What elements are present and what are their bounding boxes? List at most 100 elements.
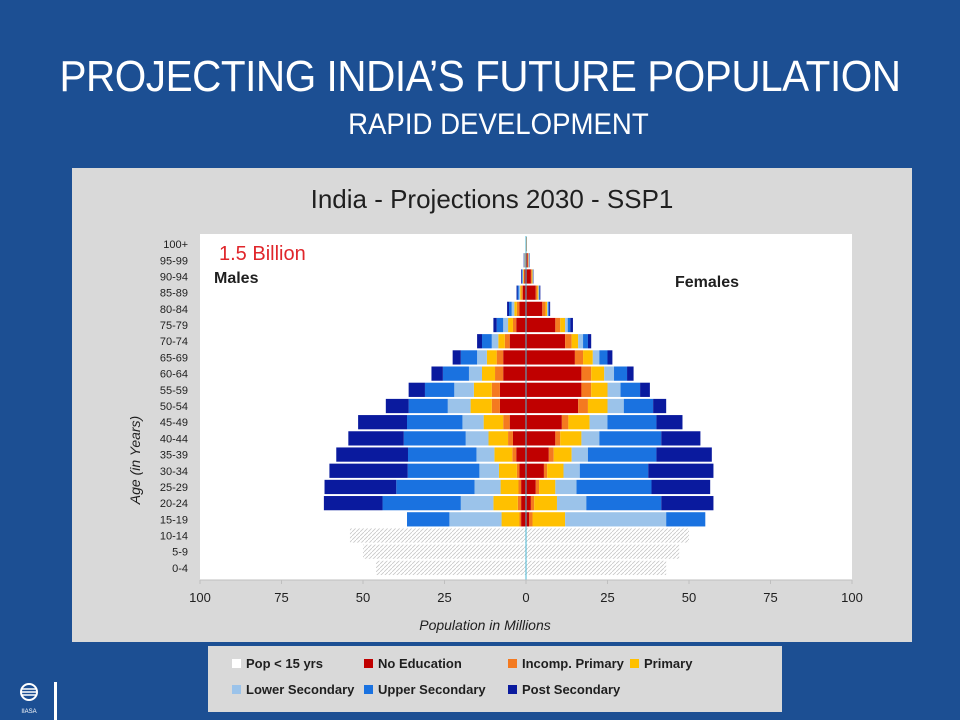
bar-male-70-74-5 [481, 334, 492, 349]
bar-female-20-24-1 [526, 496, 531, 511]
bar-female-40-44-5 [599, 431, 662, 446]
bar-male-20-24-6 [323, 496, 383, 511]
bar-male-90-94-3 [523, 269, 524, 284]
bar-female-25-29-2 [535, 479, 540, 495]
bar-female-85-89-1 [526, 285, 536, 300]
bar-male-35-39-4 [476, 447, 495, 462]
bar-female-25-29-4 [555, 479, 577, 495]
y-tick-label: 35-39 [160, 450, 188, 462]
bar-female-60-64-6 [627, 366, 634, 381]
bar-female-35-39-5 [587, 447, 657, 462]
y-axis-label: Age (in Years) [127, 416, 143, 505]
bar-female-50-54-3 [587, 398, 608, 414]
females-label: Females [675, 274, 739, 291]
bar-male-25-29-3 [500, 479, 519, 495]
logo-divider [54, 682, 57, 720]
legend-swatch [508, 659, 517, 668]
x-tick-label: 100 [841, 590, 863, 605]
slide-subtitle: RAPID DEVELOPMENT [348, 108, 649, 141]
y-tick-label: 85-89 [160, 288, 188, 300]
bar-female-40-44-1 [526, 431, 556, 446]
bar-male-65-69-5 [460, 350, 478, 365]
bar-female-35-39-3 [553, 447, 572, 462]
bar-female-30-34-5 [579, 463, 649, 478]
bar-male-60-64-1 [503, 366, 526, 381]
y-tick-label: 60-64 [160, 369, 188, 381]
bar-female-45-49-4 [589, 415, 608, 430]
bar-male-45-49-4 [462, 415, 484, 430]
bar-male-25-29-2 [518, 479, 522, 495]
bar-female-85-89-5 [539, 285, 540, 300]
bar-female-55-59-1 [526, 382, 582, 397]
bar-male-90-94-6 [521, 269, 522, 284]
bar-female-55-59-3 [591, 382, 608, 397]
bar-male-80-84-1 [519, 301, 526, 316]
bar-male-50-54-2 [491, 398, 500, 414]
bar-female-15-19-5 [666, 512, 706, 527]
bar-male-45-49-1 [509, 415, 526, 430]
bar-female-20-24-2 [530, 496, 535, 511]
bar-female-55-59-5 [620, 382, 641, 397]
bar-female-25-29-6 [651, 479, 711, 495]
bar-female-15-19-1 [526, 512, 530, 527]
bar-male-40-44-5 [403, 431, 466, 446]
bar-female-95-99-2 [527, 253, 529, 268]
bar-male-25-29-1 [521, 479, 526, 495]
bar-female-15-19-4 [565, 512, 667, 527]
bar-female-60-64-5 [614, 366, 628, 381]
bar-male-70-74-2 [504, 334, 510, 349]
bar-female-70-74-3 [571, 334, 579, 349]
bar-female-20-24-3 [534, 496, 557, 511]
bar-group [200, 236, 852, 581]
bar-male-70-74-1 [509, 334, 526, 349]
bar-female-80-84-4 [547, 301, 549, 316]
legend-item: No Education [364, 656, 462, 671]
bar-male-60-64-4 [468, 366, 482, 381]
bar-female-60-64-4 [604, 366, 615, 381]
legend-label: Upper Secondary [378, 682, 486, 697]
bar-male-15-19-5 [407, 512, 450, 527]
bar-female-50-54-6 [653, 398, 667, 414]
bar-female-60-64-2 [581, 366, 592, 381]
bar-male-55-59-4 [454, 382, 474, 397]
bar-male-35-39-2 [512, 447, 517, 462]
chart-title: India - Projections 2030 - SSP1 [311, 184, 674, 214]
bar-male-70-74-3 [498, 334, 505, 349]
bar-female-75-79-6 [570, 317, 573, 333]
bar-male-75-79-3 [508, 317, 513, 333]
bar-male-75-79-1 [516, 317, 526, 333]
logo-text: IIASA [21, 709, 36, 715]
bar-female-50-54-2 [578, 398, 588, 414]
bar-male-55-59-3 [473, 382, 492, 397]
chart-panel: India - Projections 2030 - SSP1 1.5 Bill… [72, 168, 912, 642]
bar-male-25-29-6 [324, 479, 397, 495]
bar-male-50-54-6 [385, 398, 409, 414]
slide-title: PROJECTING INDIA’S FUTURE POPULATION [59, 52, 901, 101]
legend-label: No Education [378, 656, 462, 671]
y-tick-label: 95-99 [160, 255, 188, 267]
legend-swatch [232, 659, 241, 668]
bar-female-55-59-2 [581, 382, 592, 397]
bar-female-70-74-2 [565, 334, 572, 349]
bar-male-45-49-2 [503, 415, 510, 430]
bar-female-75-79-5 [567, 317, 571, 333]
bar-female-30-34-2 [543, 463, 548, 478]
bar-male-30-34-2 [516, 463, 520, 478]
bar-female-20-24-4 [556, 496, 587, 511]
bar-male-35-39-3 [494, 447, 513, 462]
bar-male-40-44-6 [348, 431, 404, 446]
bar-male-30-34-6 [329, 463, 408, 478]
y-tick-label: 25-29 [160, 482, 188, 494]
y-tick-label: 40-44 [160, 433, 188, 445]
bar-female-75-79-3 [560, 317, 566, 333]
bar-female-80-84-3 [545, 301, 548, 316]
y-tick-label: 5-9 [172, 547, 188, 559]
bar-female-75-79-2 [555, 317, 561, 333]
bar-male-80-84-6 [507, 301, 510, 316]
y-tick-label: 65-69 [160, 352, 188, 364]
bar-male-90-94-4 [522, 269, 524, 284]
bar-male-35-39-6 [336, 447, 408, 462]
bar-female-45-49-5 [607, 415, 657, 430]
x-tick-label: 0 [522, 590, 529, 605]
bar-male-10-14-0 [349, 528, 526, 543]
